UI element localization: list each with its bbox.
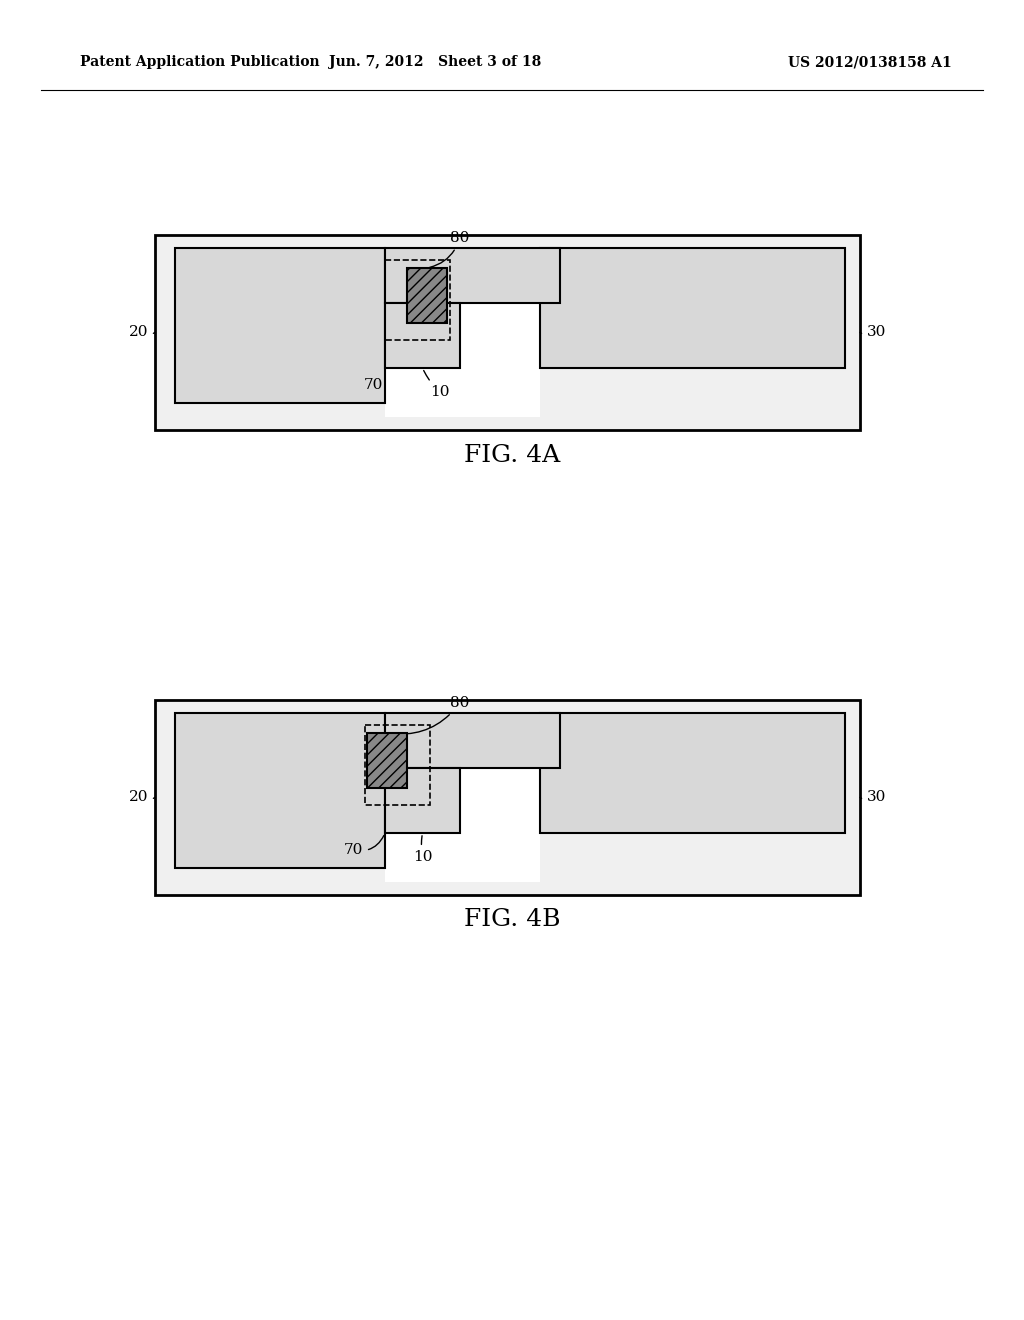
Bar: [407, 268, 447, 323]
Bar: [385, 260, 450, 341]
Bar: [385, 713, 540, 882]
Text: 20: 20: [128, 325, 155, 339]
Text: 10: 10: [424, 371, 450, 399]
Bar: [385, 304, 460, 368]
Text: 70: 70: [344, 836, 384, 857]
Bar: [175, 248, 385, 403]
Text: FIG. 4A: FIG. 4A: [464, 444, 560, 466]
Bar: [385, 713, 560, 768]
Bar: [540, 713, 845, 833]
Bar: [540, 248, 845, 368]
Text: 20: 20: [128, 789, 155, 804]
Text: 80: 80: [430, 231, 469, 268]
Text: 30: 30: [860, 325, 887, 339]
Bar: [367, 733, 407, 788]
Bar: [175, 713, 385, 869]
Text: Jun. 7, 2012   Sheet 3 of 18: Jun. 7, 2012 Sheet 3 of 18: [329, 55, 541, 69]
Bar: [385, 248, 540, 417]
Text: 10: 10: [413, 836, 432, 865]
Text: 70: 70: [364, 371, 385, 392]
Bar: [385, 768, 460, 833]
Text: Patent Application Publication: Patent Application Publication: [80, 55, 319, 69]
Text: 80: 80: [390, 696, 469, 734]
Text: FIG. 4B: FIG. 4B: [464, 908, 560, 932]
Bar: [365, 725, 430, 805]
Text: US 2012/0138158 A1: US 2012/0138158 A1: [788, 55, 952, 69]
Bar: [155, 700, 860, 895]
Text: 30: 30: [860, 789, 887, 804]
Bar: [155, 235, 860, 430]
Bar: [385, 248, 560, 304]
